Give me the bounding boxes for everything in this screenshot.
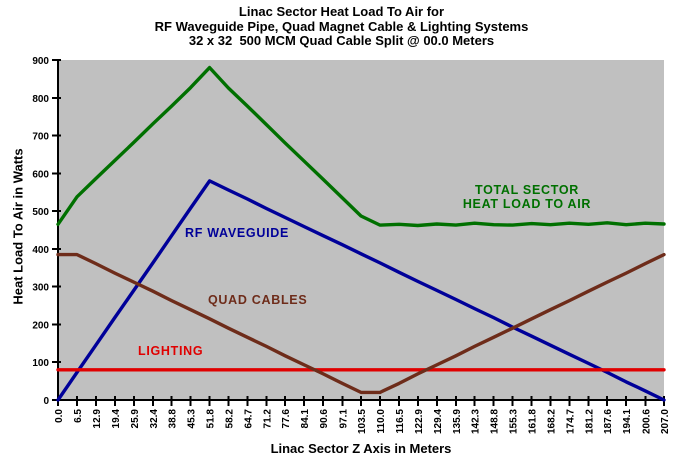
x-tick-label: 19.4	[111, 409, 122, 429]
series-line-quad_cables	[56, 252, 666, 395]
x-tick-label: 64.7	[243, 409, 254, 429]
y-tick-label: 500	[32, 207, 49, 218]
x-tick-label: 161.8	[528, 409, 539, 434]
x-tick-label: 174.7	[565, 409, 576, 434]
y-tick-label: 0	[43, 396, 49, 407]
x-tick-label: 25.9	[130, 409, 141, 429]
x-tick-label: 45.3	[187, 409, 198, 429]
x-tick-label: 116.5	[395, 409, 406, 434]
x-tick-label: 200.6	[641, 409, 652, 434]
x-tick-label: 103.5	[357, 409, 368, 434]
chart-title: Linac Sector Heat Load To Air for RF Wav…	[0, 4, 683, 49]
x-tick-label: 181.2	[584, 409, 595, 434]
y-tick-label: 300	[32, 283, 49, 294]
y-tick-label: 100	[32, 358, 49, 369]
x-tick-label: 71.2	[262, 409, 273, 429]
x-tick-label: 187.6	[603, 409, 614, 434]
x-tick-label: 32.4	[149, 409, 160, 429]
x-tick-label: 90.6	[319, 409, 330, 429]
quad-cables-series-label: QUAD CABLES	[208, 293, 308, 307]
x-tick-label: 51.8	[206, 409, 217, 429]
y-tick-label: 200	[32, 320, 49, 331]
x-tick-label: 148.8	[490, 409, 501, 434]
x-tick-label: 38.8	[168, 409, 179, 429]
x-tick-label: 58.2	[224, 409, 235, 429]
x-tick-label: 135.9	[452, 409, 463, 434]
x-tick-label: 194.1	[622, 409, 633, 434]
y-tick-label: 600	[32, 169, 49, 180]
series-line-rf_waveguide	[56, 179, 666, 402]
y-tick-label: 900	[32, 56, 49, 67]
chart-title-line-1: Linac Sector Heat Load To Air for	[238, 4, 445, 19]
lighting-series-label: LIGHTING	[138, 344, 204, 358]
y-axis-title: Heat Load To Air in Watts	[10, 148, 26, 305]
x-tick-label: 0.0	[54, 409, 65, 423]
chart-title-line-2: RF Waveguide Pipe, Quad Magnet Cable & L…	[154, 18, 529, 34]
series-line-total	[56, 65, 666, 228]
x-tick-label: 122.9	[414, 409, 425, 434]
x-tick-label: 97.1	[338, 409, 349, 429]
x-tick-label: 12.9	[92, 409, 103, 429]
x-tick-label: 84.1	[300, 409, 311, 429]
x-tick-label: 168.2	[546, 409, 557, 434]
x-tick-label: 110.0	[376, 409, 387, 434]
x-tick-label: 155.3	[509, 409, 520, 434]
rf-waveguide-series-label: RF WAVEGUIDE	[185, 226, 290, 240]
x-tick-label: 142.3	[471, 409, 482, 434]
x-tick-label: 129.4	[433, 409, 444, 434]
total-series-label: TOTAL SECTOR HEAT LOAD TO AIR	[462, 183, 592, 211]
y-tick-label: 400	[32, 245, 49, 256]
x-tick-label: 77.6	[281, 409, 292, 429]
x-tick-label: 207.0	[660, 409, 671, 434]
y-tick-label: 700	[32, 132, 49, 143]
x-axis-title: Linac Sector Z Axis in Meters	[270, 441, 452, 456]
x-tick-label: 6.5	[73, 409, 84, 423]
y-tick-label: 800	[32, 94, 49, 105]
chart-title-line-3: 32 x 32 500 MCM Quad Cable Split @ 00.0 …	[188, 33, 495, 48]
